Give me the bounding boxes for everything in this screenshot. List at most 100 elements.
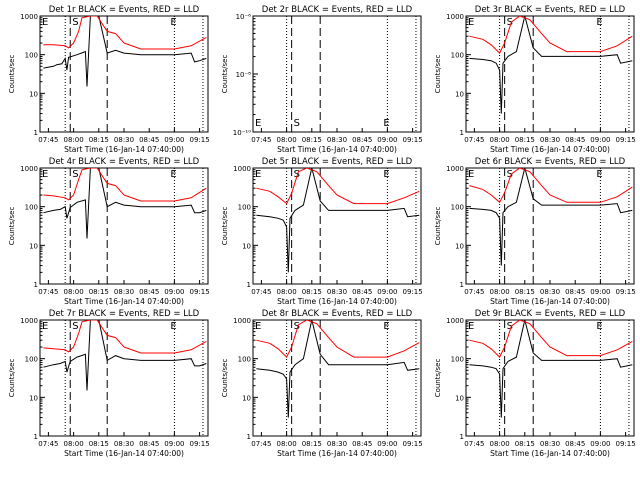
lld-series-line xyxy=(256,320,420,358)
x-tick-label: 09:00 xyxy=(164,440,184,448)
panel-title: Det 4r BLACK = Events, RED = LLD xyxy=(49,157,200,167)
marker-label-e: E xyxy=(255,321,261,332)
detector-panel-5: Det 5r BLACK = Events, RED = LLD Counts/s… xyxy=(221,157,423,306)
y-tick-label: 1 xyxy=(34,281,38,289)
x-tick-label: 09:00 xyxy=(377,136,397,144)
x-tick-label: 08:45 xyxy=(352,440,372,448)
marker-label-s: S xyxy=(507,17,513,28)
y-tick-label: 1 xyxy=(460,433,464,441)
plot-frame xyxy=(465,167,635,285)
plot-frame xyxy=(252,319,422,437)
y-axis-label: Counts/sec xyxy=(434,359,442,398)
events-series-line xyxy=(43,168,207,239)
x-tick-label: 08:30 xyxy=(114,440,134,448)
marker-label-e: E xyxy=(255,169,261,180)
y-tick-label: 1000 xyxy=(20,13,38,21)
y-tick-label: 1000 xyxy=(20,317,38,325)
detector-panel-1: Det 1r BLACK = Events, RED = LLD Counts/s… xyxy=(8,5,210,154)
marker-label-e: E xyxy=(468,321,474,332)
marker-label-e: E xyxy=(596,17,602,28)
marker-label-s: S xyxy=(72,17,78,28)
x-tick-label: 08:00 xyxy=(277,440,297,448)
events-series-line xyxy=(469,168,633,266)
marker-label-e: E xyxy=(383,169,389,180)
x-axis-label: Start Time (16-Jan-14 07:40:00) xyxy=(490,145,610,154)
y-tick-label: 10⁻⁶ xyxy=(236,13,252,21)
detector-panel-9: Det 9r BLACK = Events, RED = LLD Counts/s… xyxy=(434,309,636,458)
marker-label-e: E xyxy=(383,118,389,129)
y-axis-label: Counts/sec xyxy=(221,359,229,398)
x-tick-label: 09:00 xyxy=(164,288,184,296)
x-axis-label: Start Time (16-Jan-14 07:40:00) xyxy=(277,145,397,154)
panel-title: Det 7r BLACK = Events, RED = LLD xyxy=(49,309,200,319)
x-axis-label: Start Time (16-Jan-14 07:40:00) xyxy=(64,449,184,458)
x-tick-label: 09:15 xyxy=(616,136,636,144)
x-tick-label: 09:15 xyxy=(616,288,636,296)
y-tick-label: 10⁻¹⁰ xyxy=(233,129,251,137)
marker-label-s: S xyxy=(507,169,513,180)
x-axis-label: Start Time (16-Jan-14 07:40:00) xyxy=(277,449,397,458)
x-tick-label: 08:15 xyxy=(89,288,109,296)
events-series-line xyxy=(256,320,420,418)
x-tick-label: 08:45 xyxy=(352,288,372,296)
x-tick-label: 09:15 xyxy=(616,440,636,448)
y-axis-label: Counts/sec xyxy=(8,55,16,94)
y-tick-label: 10 xyxy=(242,242,251,250)
x-tick-label: 08:30 xyxy=(327,440,347,448)
x-tick-label: 07:45 xyxy=(38,136,58,144)
x-axis-label: Start Time (16-Jan-14 07:40:00) xyxy=(64,145,184,154)
x-tick-label: 09:15 xyxy=(190,136,210,144)
marker-label-s: S xyxy=(294,169,300,180)
x-tick-label: 09:00 xyxy=(590,440,610,448)
lld-series-line xyxy=(43,320,207,354)
x-tick-label: 09:15 xyxy=(403,440,423,448)
y-tick-label: 1 xyxy=(34,129,38,137)
y-axis-label: Counts/sec xyxy=(434,55,442,94)
x-tick-label: 08:15 xyxy=(302,440,322,448)
x-axis-label: Start Time (16-Jan-14 07:40:00) xyxy=(490,449,610,458)
detector-panel-3: Det 3r BLACK = Events, RED = LLD Counts/s… xyxy=(434,5,636,154)
x-tick-label: 08:00 xyxy=(64,288,84,296)
y-tick-label: 10 xyxy=(29,90,38,98)
x-tick-label: 08:45 xyxy=(139,136,159,144)
y-tick-label: 100 xyxy=(451,356,464,364)
y-tick-label: 10 xyxy=(455,90,464,98)
marker-label-e: E xyxy=(42,169,48,180)
plot-frame xyxy=(252,15,422,133)
x-tick-label: 08:45 xyxy=(139,288,159,296)
marker-label-e: E xyxy=(42,17,48,28)
x-tick-label: 09:00 xyxy=(590,136,610,144)
panel-title: Det 2r BLACK = Events, RED = LLD xyxy=(262,5,413,15)
y-axis-label: Counts/sec xyxy=(8,359,16,398)
panel-title: Det 3r BLACK = Events, RED = LLD xyxy=(475,5,626,15)
x-tick-label: 08:30 xyxy=(540,440,560,448)
marker-label-e: E xyxy=(596,169,602,180)
marker-label-e: E xyxy=(596,321,602,332)
marker-label-e: E xyxy=(170,169,176,180)
x-axis-label: Start Time (16-Jan-14 07:40:00) xyxy=(64,297,184,306)
y-tick-label: 1000 xyxy=(233,165,251,173)
y-axis-label: Counts/sec xyxy=(221,207,229,246)
y-tick-label: 1 xyxy=(247,281,251,289)
y-tick-label: 100 xyxy=(25,204,38,212)
x-tick-label: 08:00 xyxy=(64,136,84,144)
lld-series-line xyxy=(256,168,420,205)
y-tick-label: 10 xyxy=(455,394,464,402)
y-tick-label: 1000 xyxy=(446,317,464,325)
y-tick-label: 1 xyxy=(460,129,464,137)
lld-series-line xyxy=(469,168,633,204)
y-tick-label: 100 xyxy=(238,356,251,364)
detector-panel-2: Det 2r BLACK = Events, RED = LLD Counts/s… xyxy=(221,5,423,154)
x-tick-label: 08:00 xyxy=(490,440,510,448)
x-tick-label: 08:30 xyxy=(540,136,560,144)
events-series-line xyxy=(256,168,420,273)
x-tick-label: 08:15 xyxy=(515,288,535,296)
x-tick-label: 09:15 xyxy=(403,136,423,144)
y-tick-label: 1 xyxy=(34,433,38,441)
x-tick-label: 09:00 xyxy=(377,440,397,448)
marker-label-s: S xyxy=(294,118,300,129)
x-tick-label: 08:45 xyxy=(139,440,159,448)
y-tick-label: 100 xyxy=(25,52,38,60)
x-tick-label: 07:45 xyxy=(251,440,271,448)
